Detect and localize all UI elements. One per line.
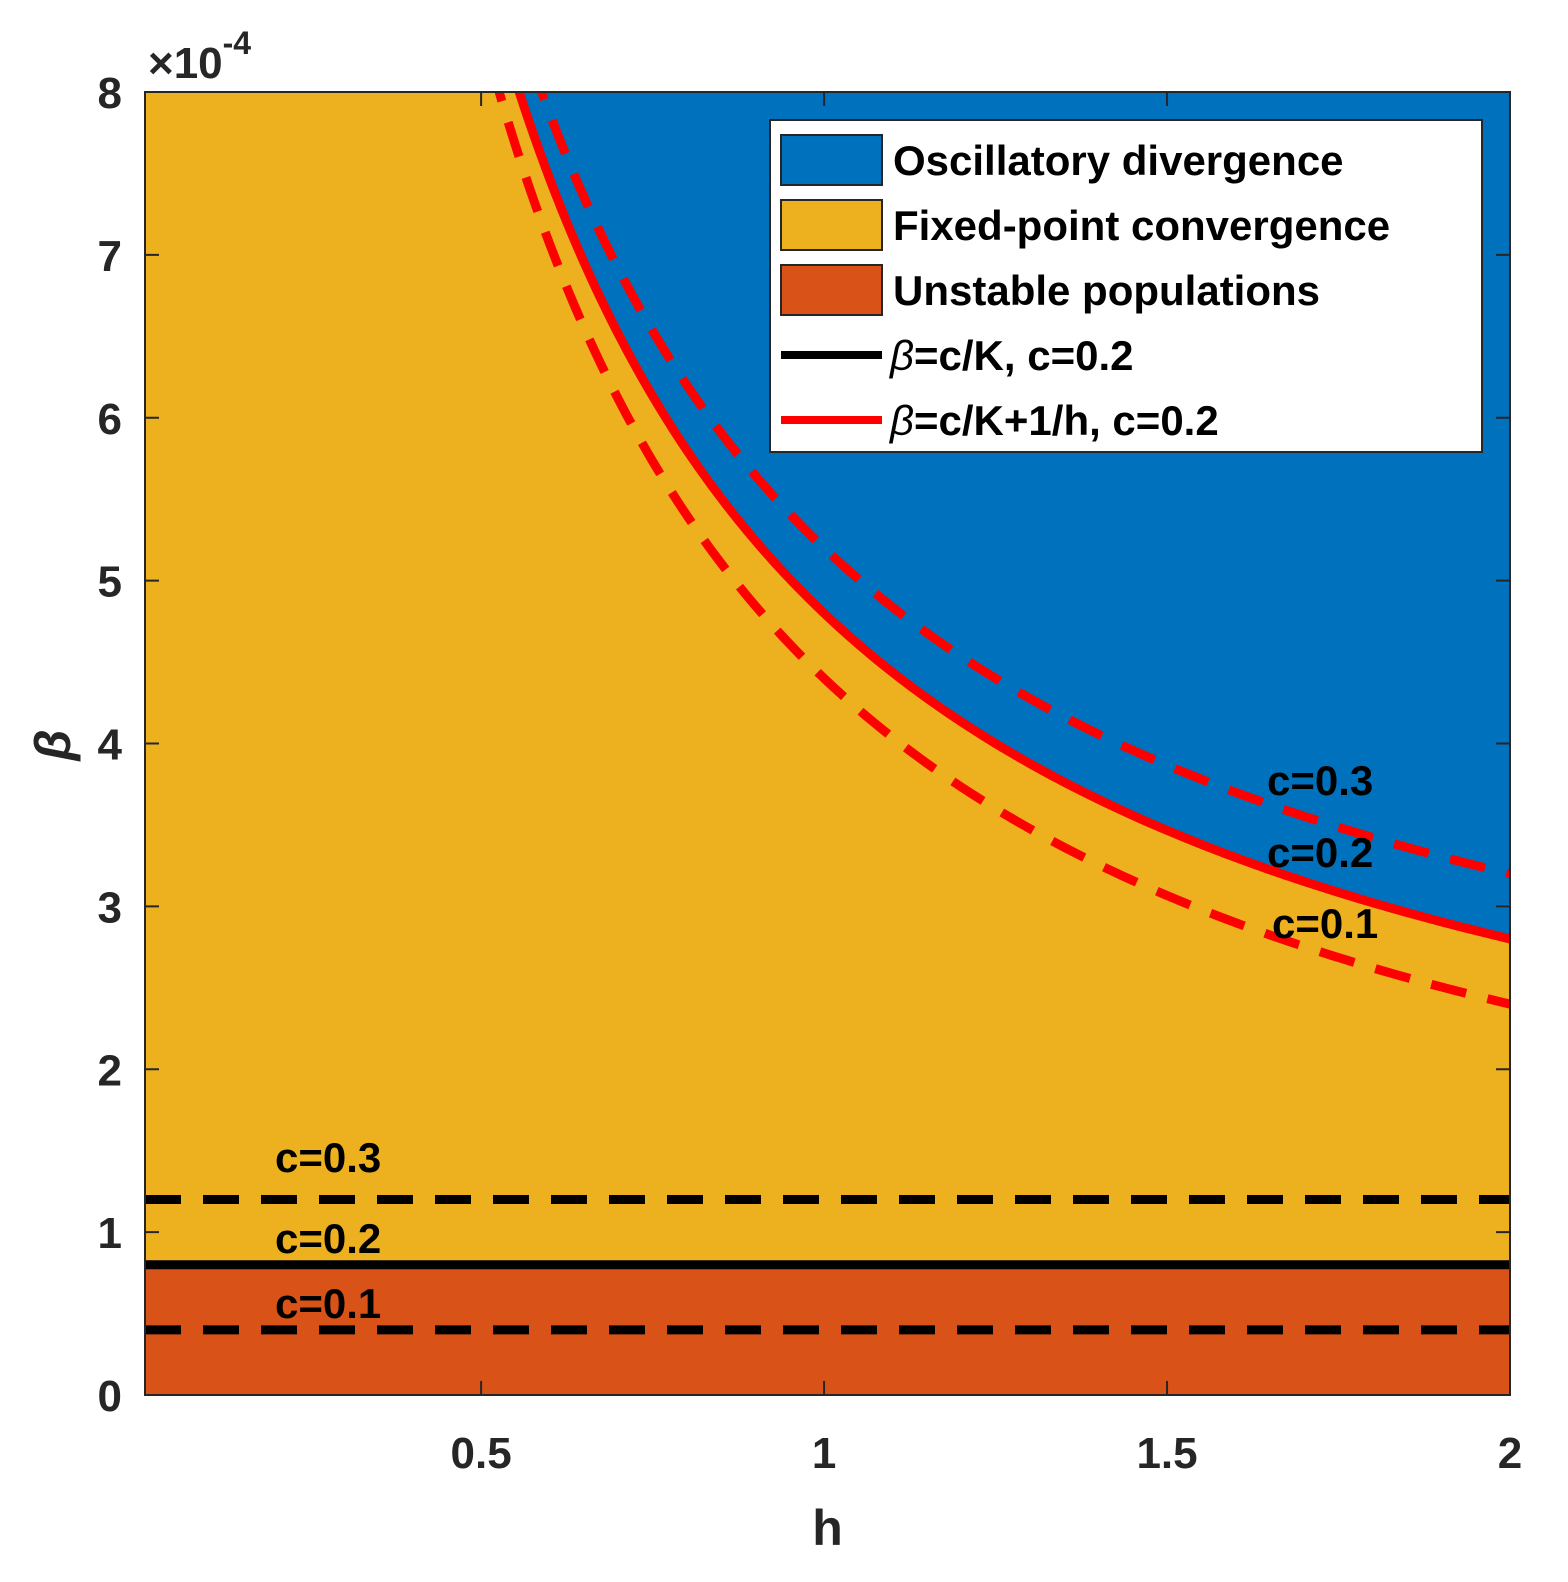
legend-swatch-0 — [780, 134, 883, 186]
curve-label-c-0.2: c=0.2 — [1267, 829, 1373, 876]
x-tick-label: 1 — [812, 1429, 836, 1478]
y-exponent-base: ×10 — [148, 39, 223, 88]
y-tick-label: 7 — [98, 232, 122, 281]
y-exponent-label: ×10-4 — [148, 25, 251, 88]
x-tick-label: 2 — [1498, 1429, 1522, 1478]
hline-label-c-0.3: c=0.3 — [275, 1134, 381, 1181]
curve-labels: c=0.1 c=0.2 c=0.3 c=0.1 c=0.2 c=0.3 — [275, 757, 1378, 1327]
x-tick-label: 1.5 — [1136, 1429, 1197, 1478]
curve-label-c-0.1: c=0.1 — [1272, 900, 1378, 947]
y-tick-label: 0 — [98, 1372, 122, 1421]
legend-beta-symbol: β — [888, 397, 914, 444]
legend-label-4: β=c/K+1/h, c=0.2 — [888, 397, 1219, 444]
legend-label-1: Fixed-point convergence — [893, 202, 1390, 249]
legend-swatch-2 — [780, 264, 883, 316]
curve-c-0.2 — [514, 92, 1510, 944]
legend: Oscillatory divergence Fixed-point conver… — [769, 119, 1483, 453]
y-tick-label: 8 — [98, 69, 122, 118]
axes: 0.5 1 1.5 2 0 1 2 3 4 5 6 7 8 h β ×10-4 — [25, 25, 1522, 1556]
y-tick-label: 1 — [98, 1209, 122, 1258]
y-tick-label: 2 — [98, 1046, 122, 1095]
y-axis-label: β — [25, 729, 81, 762]
legend-beta-symbol: β — [888, 332, 914, 379]
y-exponent-power: -4 — [223, 25, 252, 61]
hline-label-c-0.1: c=0.1 — [275, 1280, 381, 1327]
curve-c-0.1 — [494, 92, 1510, 1009]
x-tick-label: 0.5 — [451, 1429, 512, 1478]
legend-box — [769, 119, 1483, 453]
curve-c-0.3 — [536, 92, 1510, 879]
legend-label-rest: =c/K+1/h, c=0.2 — [914, 397, 1219, 444]
legend-swatch-1 — [780, 199, 883, 251]
y-tick-label: 6 — [98, 395, 122, 444]
y-tick-label: 5 — [98, 558, 122, 607]
legend-label-3: β=c/K, c=0.2 — [888, 332, 1134, 379]
legend-label-rest: =c/K, c=0.2 — [914, 332, 1134, 379]
y-tick-label: 4 — [98, 721, 123, 770]
legend-label-2: Unstable populations — [893, 267, 1320, 314]
legend-label-0: Oscillatory divergence — [893, 137, 1344, 184]
x-axis-label: h — [812, 1500, 843, 1556]
curve-label-c-0.3: c=0.3 — [1267, 757, 1373, 804]
hline-label-c-0.2: c=0.2 — [275, 1215, 381, 1262]
y-tick-label: 3 — [98, 883, 122, 932]
